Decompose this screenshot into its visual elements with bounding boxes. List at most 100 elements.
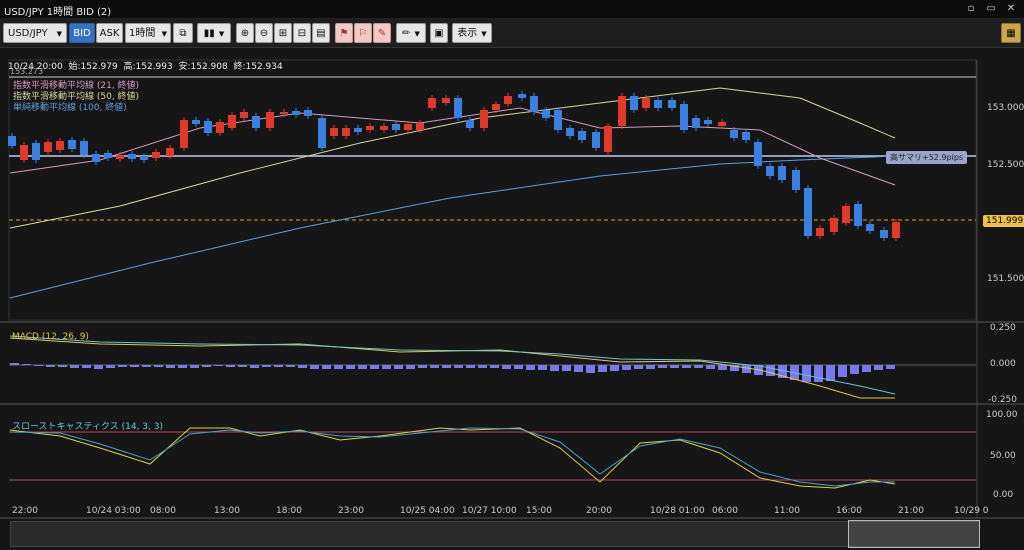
macd-bar	[406, 365, 415, 369]
candle	[642, 98, 650, 108]
chart-type-icon[interactable]: ▮▮ ▼	[197, 23, 231, 43]
candle	[792, 170, 800, 190]
candle	[466, 120, 474, 128]
macd-bar	[346, 365, 355, 369]
candle	[804, 188, 812, 236]
display-menu-button[interactable]: 表示 ▼	[452, 23, 492, 43]
price-tick-152500: 152.500	[987, 160, 1024, 170]
navigator-scrollbar[interactable]	[10, 521, 980, 547]
macd-bar	[334, 365, 343, 369]
candle	[654, 100, 662, 108]
ema21-line	[9, 107, 896, 186]
macd-bar	[730, 365, 739, 371]
time-tick: 10/24 03:00	[86, 506, 141, 516]
stoch-k-line	[9, 427, 896, 489]
timeframe-select[interactable]: 1時間 ▼	[125, 23, 171, 43]
macd-bar	[718, 365, 727, 370]
screenshot-icon[interactable]: ▣	[430, 23, 448, 43]
macd-bar	[550, 365, 559, 371]
macd-bar	[526, 365, 535, 370]
macd-bar	[670, 365, 679, 368]
price-tick-151500: 151.500	[987, 274, 1024, 284]
macd-bar	[166, 365, 175, 368]
macd-bar	[538, 365, 547, 370]
grid-layout-icon[interactable]: ▦	[1001, 23, 1021, 43]
macd-bar	[322, 365, 331, 369]
macd-bar	[286, 365, 295, 367]
candle	[56, 141, 64, 150]
window-icon[interactable]: ▤	[312, 23, 330, 43]
maximize-icon[interactable]: ▭	[986, 3, 996, 14]
navigator-handle[interactable]	[848, 520, 980, 548]
candle	[404, 124, 412, 130]
time-tick: 08:00	[150, 506, 176, 516]
candle	[216, 122, 224, 133]
macd-bar	[826, 365, 835, 381]
chart-area[interactable]: 10/24 20:00 始:152.979 高:152.993 安:152.90…	[0, 48, 1024, 550]
candle	[166, 148, 174, 156]
macd-bar	[658, 365, 667, 368]
macd-bar	[634, 365, 643, 369]
candle	[304, 110, 312, 116]
hline-label[interactable]: 高サマリ+52.9pips	[886, 151, 968, 164]
macd-bar	[886, 365, 895, 369]
time-tick: 20:00	[586, 506, 612, 516]
minimize-icon[interactable]: ▫	[967, 3, 975, 14]
macd-bar	[82, 365, 91, 368]
alert-add-icon[interactable]: ⚑	[335, 23, 353, 43]
chart-toolbar: USD/JPY ▼ BID ASK 1時間 ▼ ⧉ ▮▮ ▼ ⊕ ⊖ ⊞ ⊟ ▤ ⚑ …	[0, 19, 1024, 48]
macd-bar	[874, 365, 883, 370]
signal-line	[9, 335, 896, 395]
candle	[92, 154, 100, 162]
alert-edit-icon[interactable]: ✎	[373, 23, 391, 43]
macd-bar	[802, 365, 811, 382]
candle	[492, 104, 500, 110]
macd-bar	[598, 365, 607, 372]
macd-tick-zero: 0.000	[990, 359, 1016, 369]
close-icon[interactable]: ✕	[1006, 3, 1016, 14]
candle	[480, 110, 488, 128]
macd-bar	[838, 365, 847, 377]
window-title: USD/JPY 1時間 BID (2)	[4, 7, 112, 18]
alert-copy-icon[interactable]: ⚐	[354, 23, 372, 43]
sma100-line	[9, 155, 896, 299]
symbol-select[interactable]: USD/JPY ▼	[3, 23, 67, 43]
candle	[342, 128, 350, 136]
zoom-in-icon[interactable]: ⊕	[236, 23, 254, 43]
macd-bar	[178, 365, 187, 368]
candle	[866, 224, 874, 231]
macd-bar	[610, 365, 619, 371]
main-panel-frame	[8, 59, 977, 321]
ask-button[interactable]: ASK	[96, 23, 123, 43]
macd-tick-top: 0.250	[990, 323, 1016, 333]
candle	[778, 166, 786, 180]
macd-bar	[214, 365, 223, 366]
macd-bar	[502, 365, 511, 369]
zoom-out-icon[interactable]: ⊖	[255, 23, 273, 43]
ohlc-readout: 10/24 20:00 始:152.979 高:152.993 安:152.90…	[8, 62, 283, 72]
bid-button[interactable]: BID	[69, 23, 95, 43]
draw-tool-icon[interactable]: ✏ ▼	[396, 23, 426, 43]
time-tick: 10/28 01:00	[650, 506, 705, 516]
time-tick: 23:00	[338, 506, 364, 516]
candle	[766, 166, 774, 176]
candle	[816, 228, 824, 236]
split-icon[interactable]: ⊟	[293, 23, 311, 43]
time-tick: 06:00	[712, 506, 738, 516]
time-tick: 10/29 0	[954, 506, 989, 516]
macd-bar	[58, 365, 67, 367]
candle	[32, 143, 40, 160]
macd-bar	[586, 365, 595, 373]
time-tick: 13:00	[214, 506, 240, 516]
layout-icon[interactable]: ⊞	[274, 23, 292, 43]
candle	[240, 112, 248, 118]
candle	[504, 96, 512, 104]
candle	[454, 98, 462, 118]
ema50-label: 指数平滑移動平均線 (50, 終値)	[13, 92, 140, 102]
current-price-badge: 151.999	[983, 215, 1024, 227]
link-chart-icon[interactable]: ⧉	[173, 23, 193, 43]
price-tick-153000: 153.000	[987, 103, 1024, 113]
macd-bar	[850, 365, 859, 374]
macd-bar	[34, 365, 43, 366]
candle	[44, 142, 52, 152]
